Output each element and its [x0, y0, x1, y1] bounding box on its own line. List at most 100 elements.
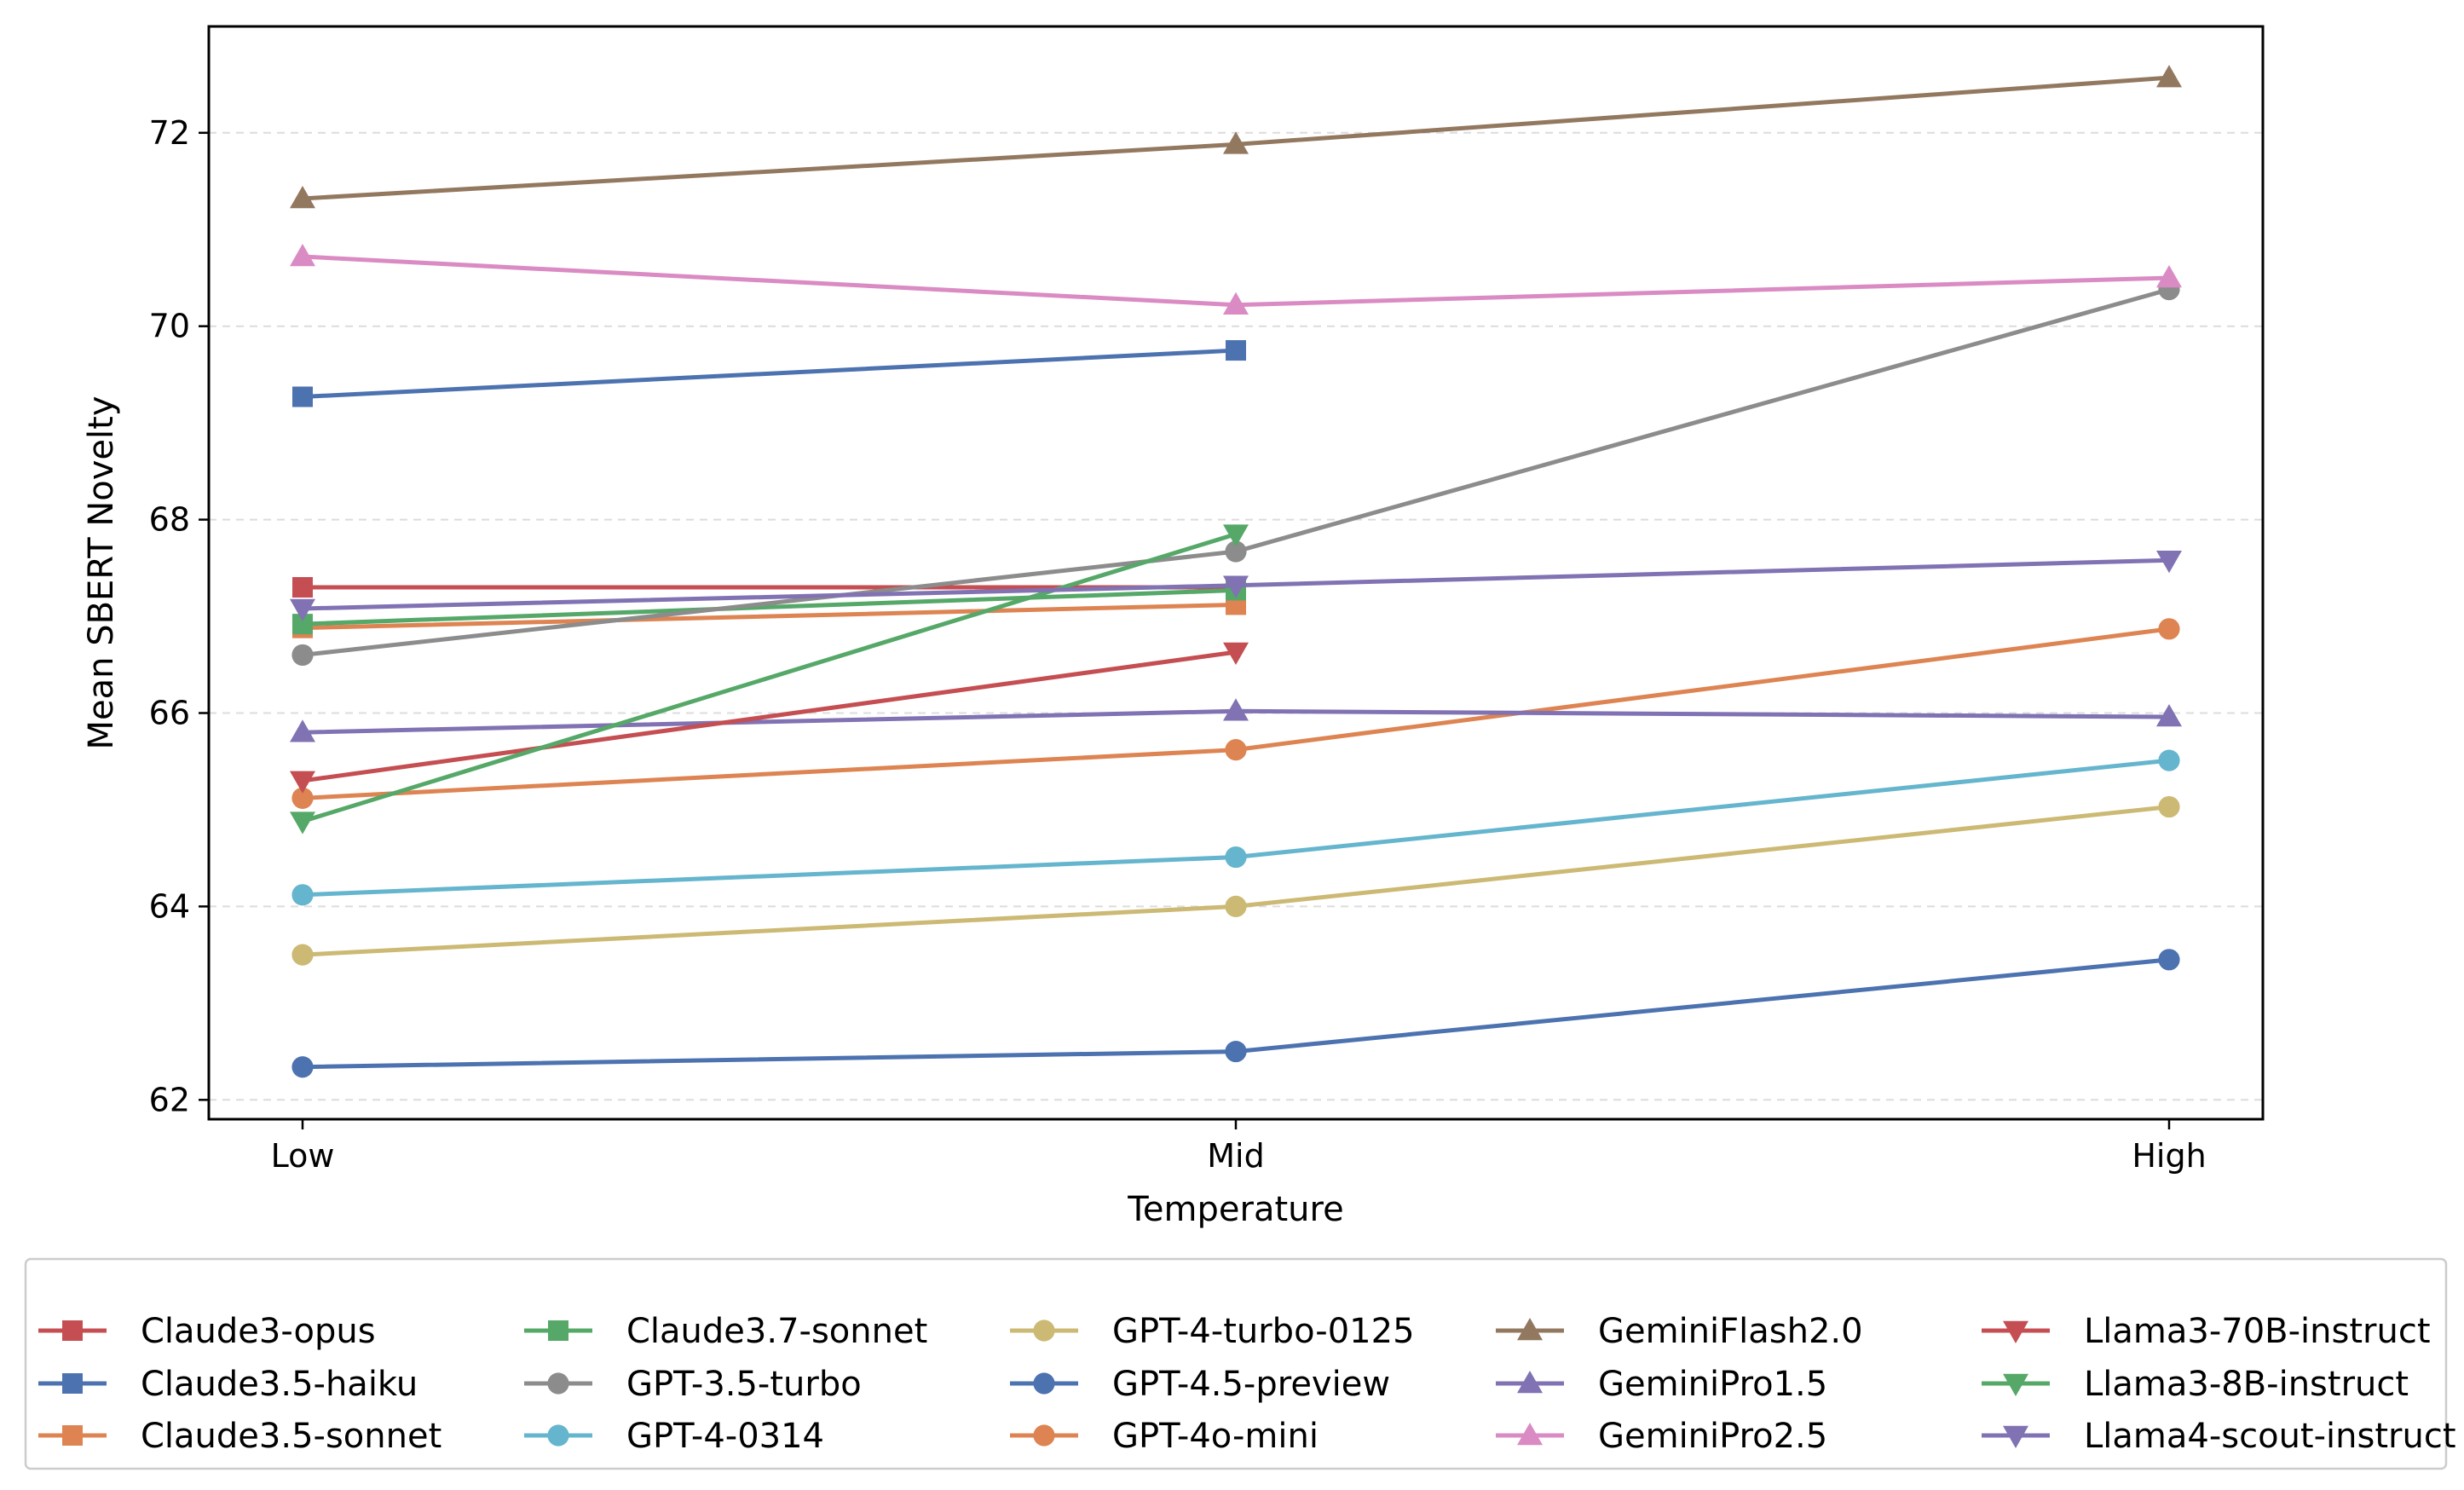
legend-label: Claude3-opus [141, 1312, 376, 1351]
data-point [290, 598, 315, 621]
data-point [291, 1056, 314, 1078]
legend-label: Claude3.5-haiku [141, 1365, 418, 1404]
legend-marker [1033, 1424, 1055, 1447]
y-tick-label: 72 [149, 114, 190, 152]
data-point [292, 386, 313, 407]
series-llama3-70b-instruct [290, 642, 1249, 794]
data-point [2158, 795, 2180, 818]
legend-label: GPT-4-turbo-0125 [1112, 1312, 1415, 1351]
legend-marker [1033, 1372, 1055, 1395]
legend-marker [547, 1372, 569, 1395]
legend-label: GeminiPro2.5 [1598, 1417, 1827, 1456]
legend-marker [1517, 1423, 1543, 1446]
legend-frame [24, 1257, 2448, 1470]
legend-marker [548, 1320, 568, 1341]
series-llama4-scout-instruct [290, 551, 2182, 621]
legend-marker [2003, 1425, 2028, 1448]
x-tick-label: Low [271, 1137, 335, 1175]
data-point [292, 577, 313, 598]
series-claude3-5-haiku [292, 340, 1246, 407]
legend-marker [547, 1424, 569, 1447]
series-geminipro2-5 [290, 244, 2182, 315]
legend-marker [2003, 1373, 2028, 1396]
series-layer [290, 65, 2182, 1078]
legend-entry: Llama3-8B-instruct [1982, 1365, 2409, 1404]
legend-marker [1033, 1320, 1055, 1342]
data-point [1226, 340, 1246, 361]
data-point [1225, 846, 1247, 869]
y-axis-label: Mean SBERT Novelty [82, 396, 121, 750]
data-point [2156, 704, 2182, 727]
legend-label: Claude3.7-sonnet [626, 1312, 927, 1351]
legend-entry: Claude3-opus [38, 1312, 376, 1351]
x-tick-label: Mid [1207, 1137, 1264, 1175]
x-axis-label: Temperature [1127, 1190, 1343, 1229]
data-point [1223, 292, 1249, 315]
series-gpt-4-5-preview [291, 949, 2180, 1078]
data-point [1223, 698, 1249, 721]
series-line [300, 650, 1238, 783]
series-line [300, 348, 1238, 400]
y-tick-label: 64 [149, 887, 190, 925]
legend-marker [1517, 1318, 1543, 1341]
legend-entry: GeminiFlash2.0 [1496, 1312, 1863, 1351]
data-point [2158, 949, 2180, 971]
legend-marker [62, 1320, 83, 1341]
data-point [290, 719, 315, 742]
legend-label: GeminiPro1.5 [1598, 1365, 1827, 1404]
legend-marker [62, 1425, 83, 1446]
data-point [2156, 264, 2182, 288]
data-point [291, 644, 314, 667]
series-gpt-4-turbo-0125 [291, 795, 2180, 966]
data-point [290, 244, 315, 267]
legend-entry: GPT-4o-mini [1010, 1417, 1319, 1456]
legend-marker [2003, 1320, 2028, 1343]
legend-entry: GPT-4.5-preview [1010, 1365, 1390, 1404]
data-point [1223, 575, 1249, 598]
y-tick-label: 62 [149, 1081, 190, 1118]
series-gpt-4o-mini [291, 618, 2180, 809]
data-point [2156, 65, 2182, 88]
data-point [291, 884, 314, 906]
legend-entry: GeminiPro1.5 [1496, 1365, 1827, 1404]
series-gpt-3-5-turbo [291, 278, 2180, 667]
data-point [1225, 540, 1247, 563]
data-point [291, 787, 314, 809]
data-point [1225, 895, 1247, 918]
legend-entry: GeminiPro2.5 [1496, 1417, 1827, 1456]
legend-entry: Claude3.7-sonnet [524, 1312, 927, 1351]
legend-entry: GPT-4-0314 [524, 1417, 824, 1456]
legend-marker [1517, 1371, 1543, 1394]
data-point [2158, 749, 2180, 771]
x-tick-label: High [2132, 1137, 2206, 1175]
data-point [2156, 551, 2182, 574]
legend-label: Llama4-scout-instruct [2084, 1417, 2456, 1456]
legend-label: Llama3-8B-instruct [2084, 1365, 2409, 1404]
series-geminiflash2-0 [290, 65, 2182, 209]
data-point [1223, 642, 1249, 666]
legend-label: GPT-4o-mini [1112, 1417, 1319, 1456]
legend-label: GPT-4-0314 [626, 1417, 824, 1456]
y-tick-label: 68 [149, 501, 190, 539]
data-point [290, 811, 315, 835]
data-point [1225, 739, 1247, 761]
legend-entry: GPT-3.5-turbo [524, 1365, 862, 1404]
legend-label: GPT-4.5-preview [1112, 1365, 1390, 1404]
data-point [2158, 618, 2180, 640]
series-line [300, 587, 1238, 627]
data-point [290, 771, 315, 794]
series-line [300, 532, 1238, 824]
data-point [1225, 1040, 1247, 1063]
data-point [290, 185, 315, 209]
legend-label: GeminiFlash2.0 [1598, 1312, 1863, 1351]
legend-entry: GPT-4-turbo-0125 [1010, 1312, 1415, 1351]
axis-ticks: 62 64 66 68 70 72 Low Mid High [149, 114, 2207, 1175]
legend-entry: Claude3.5-sonnet [38, 1417, 441, 1456]
legend-entry: Claude3.5-haiku [38, 1365, 418, 1404]
series-line [300, 602, 1238, 631]
legend-entry: Llama4-scout-instruct [1982, 1417, 2456, 1456]
legend-entry: Llama3-70B-instruct [1982, 1312, 2431, 1351]
y-tick-label: 70 [149, 308, 190, 345]
data-point [1223, 524, 1249, 547]
